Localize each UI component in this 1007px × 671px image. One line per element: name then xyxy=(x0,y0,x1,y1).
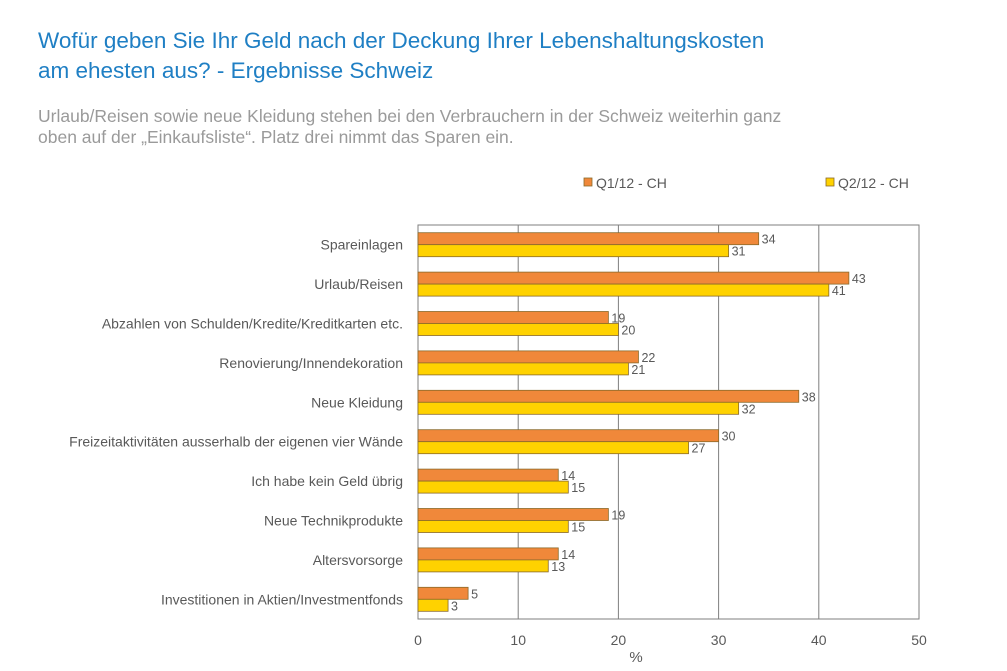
bar xyxy=(417,362,629,376)
bar xyxy=(417,283,830,297)
chart-subtitle: Urlaub/Reisen sowie neue Kleidung stehen… xyxy=(38,106,978,148)
bar xyxy=(417,323,619,336)
bar-value-label: 14 xyxy=(561,469,575,483)
legend-label: Q1/12 - CH xyxy=(596,175,667,191)
x-tick-label: 40 xyxy=(811,632,827,648)
bar xyxy=(417,389,800,403)
legend-swatch xyxy=(825,177,835,187)
bar-value-label: 13 xyxy=(551,560,565,574)
bar xyxy=(417,311,609,324)
bar xyxy=(417,244,730,258)
category-label: Neue Kleidung xyxy=(311,394,403,410)
bar-value-label: 19 xyxy=(611,312,625,326)
bar xyxy=(417,598,449,612)
chart-title-line-2: am ehesten aus? - Ergebnisse Schweiz xyxy=(38,58,434,83)
chart-subtitle-line-2: oben auf der „Einkaufsliste“. Platz drei… xyxy=(38,127,514,147)
x-tick-label: 10 xyxy=(510,632,526,648)
bar-value-label: 34 xyxy=(762,233,776,247)
bar-value-label: 32 xyxy=(742,402,756,416)
category-label: Neue Technikprodukte xyxy=(264,513,403,529)
bar-value-label: 19 xyxy=(611,509,625,523)
bar-value-label: 27 xyxy=(692,442,706,456)
bar xyxy=(417,350,639,364)
category-label: Abzahlen von Schulden/Kredite/Kreditkart… xyxy=(102,316,403,332)
bar-value-label: 15 xyxy=(571,521,585,535)
bar xyxy=(417,441,689,455)
bar-value-label: 22 xyxy=(641,351,655,365)
bar-value-label: 15 xyxy=(571,481,585,495)
bar xyxy=(417,586,469,600)
bar-value-label: 31 xyxy=(732,245,746,259)
x-tick-label: 0 xyxy=(414,632,422,648)
x-tick-label: 50 xyxy=(911,632,927,648)
category-label: Investitionen in Aktien/Investmentfonds xyxy=(161,591,403,607)
bar xyxy=(417,429,720,443)
category-label: Altersvorsorge xyxy=(313,552,403,568)
x-axis-label: % xyxy=(629,649,642,666)
x-tick-label: 30 xyxy=(711,632,727,648)
bar-value-label: 30 xyxy=(722,430,736,444)
bar xyxy=(417,547,559,561)
x-tick-label: 20 xyxy=(611,632,627,648)
category-label: Urlaub/Reisen xyxy=(314,276,403,292)
bar xyxy=(417,401,740,415)
legend-label: Q2/12 - CH xyxy=(838,175,909,191)
bar-value-label: 41 xyxy=(832,284,846,298)
bar xyxy=(417,232,760,246)
bar xyxy=(417,271,850,285)
category-label: Freizeitaktivitäten ausserhalb der eigen… xyxy=(69,434,403,450)
chart-title: Wofür geben Sie Ihr Geld nach der Deckun… xyxy=(38,26,978,86)
bar-value-label: 38 xyxy=(802,390,816,404)
bar-value-label: 14 xyxy=(561,548,575,562)
chart-subtitle-line-1: Urlaub/Reisen sowie neue Kleidung stehen… xyxy=(38,106,782,126)
bar-value-label: 3 xyxy=(451,599,458,613)
category-label: Renovierung/Innendekoration xyxy=(219,355,403,371)
bar-value-label: 5 xyxy=(471,587,478,601)
bar xyxy=(417,508,609,521)
bar xyxy=(417,559,549,573)
bar-value-label: 21 xyxy=(631,363,645,377)
bar xyxy=(417,520,569,533)
plot-area xyxy=(417,224,920,620)
category-label: Spareinlagen xyxy=(320,237,403,253)
bar-value-label: 20 xyxy=(621,324,635,338)
category-label: Ich habe kein Geld übrig xyxy=(251,473,403,489)
bar xyxy=(417,480,569,494)
chart-title-line-1: Wofür geben Sie Ihr Geld nach der Deckun… xyxy=(38,28,765,53)
legend-swatch xyxy=(583,177,593,187)
bar-value-label: 43 xyxy=(852,272,866,286)
bar xyxy=(417,468,559,482)
